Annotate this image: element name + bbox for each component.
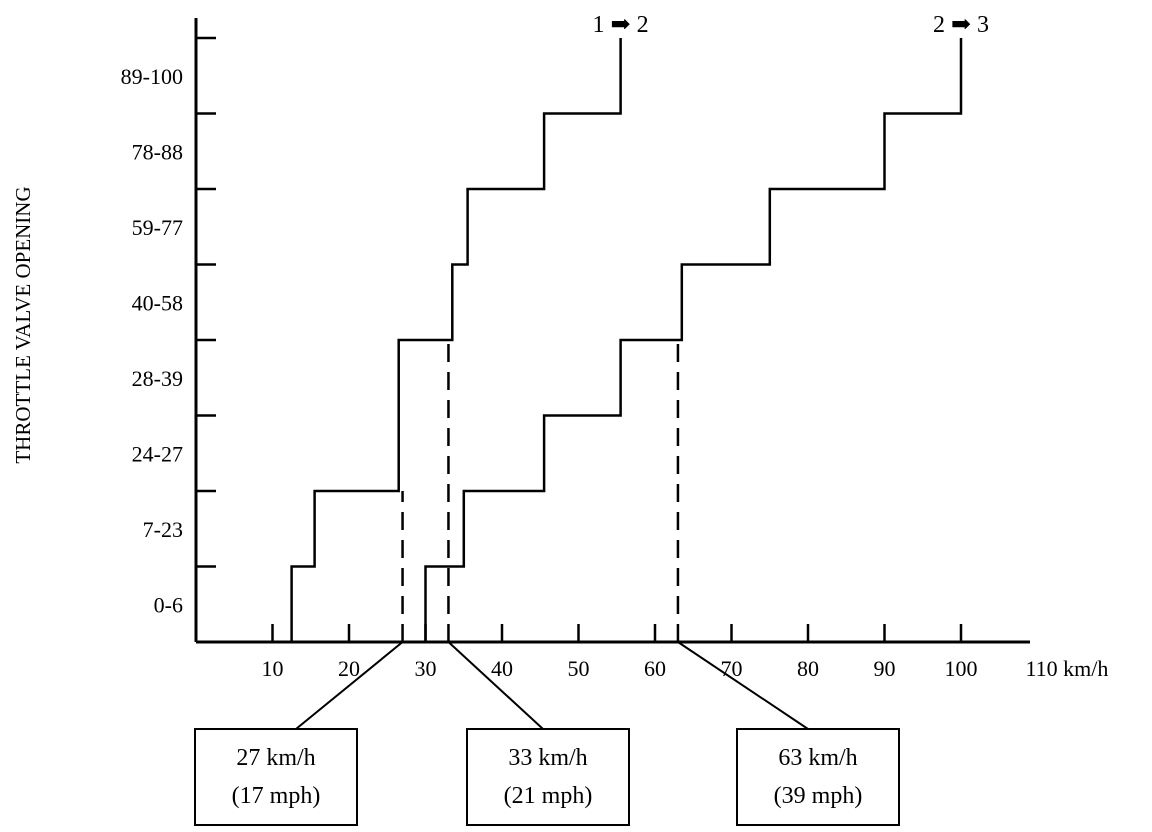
axes — [194, 18, 1030, 644]
callout-leader — [447, 641, 544, 730]
callout-leader — [295, 641, 404, 730]
y-axis-label: THROTTLE VALVE OPENING — [11, 186, 35, 463]
y-category-label: 0-6 — [154, 592, 183, 617]
x-tick-label: 50 — [568, 656, 590, 681]
series-label: 1 ➡ 2 — [593, 12, 649, 38]
y-category-label: 24-27 — [132, 441, 183, 466]
shift-line-2 — [424, 38, 963, 642]
callout-speed-kmh: 63 km/h — [778, 745, 857, 771]
x-tick-label: 20 — [338, 656, 360, 681]
y-category-label: 40-58 — [132, 290, 183, 315]
shift-speed-markers — [401, 340, 680, 642]
callout-leader — [677, 641, 809, 730]
callout-box — [736, 728, 900, 826]
shift-line-1 — [290, 38, 622, 642]
y-category-label: 7-23 — [143, 517, 183, 542]
y-category-label: 78-88 — [132, 139, 183, 164]
series-label: 2 ➡ 3 — [933, 12, 989, 38]
axis-ticks: 10 20 30 40 50 60 70 80 90 100 110 km/h0-67-2324-2… — [121, 36, 1109, 681]
x-tick-label: 40 — [491, 656, 513, 681]
x-tick-label: 100 — [945, 656, 978, 681]
x-tick-label: 60 — [644, 656, 666, 681]
y-category-label: 28-39 — [132, 366, 183, 391]
x-tick-label: 80 — [797, 656, 819, 681]
callout-box — [466, 728, 630, 826]
speed-callouts: 27 km/h (17 mph) 33 km/h (21 mph) 63 km/h (39… — [194, 641, 900, 826]
callout-box — [194, 728, 358, 826]
shift-lines: 1 ➡ 2 2 ➡ 3 — [290, 12, 989, 642]
callout-speed-mph: (39 mph) — [774, 783, 863, 809]
y-category-label: 59-77 — [132, 215, 183, 240]
x-tick-label: 30 — [415, 656, 437, 681]
callout-speed-mph: (21 mph) — [504, 783, 593, 809]
x-tick-label: 10 — [262, 656, 284, 681]
y-category-label: 89-100 — [121, 64, 183, 89]
x-tick-label: 90 — [874, 656, 896, 681]
callout-speed-kmh: 33 km/h — [508, 745, 587, 771]
x-tick-label: 110 km/h — [1026, 656, 1109, 681]
callout-speed-mph: (17 mph) — [232, 783, 321, 809]
callout-speed-kmh: 27 km/h — [236, 745, 315, 771]
